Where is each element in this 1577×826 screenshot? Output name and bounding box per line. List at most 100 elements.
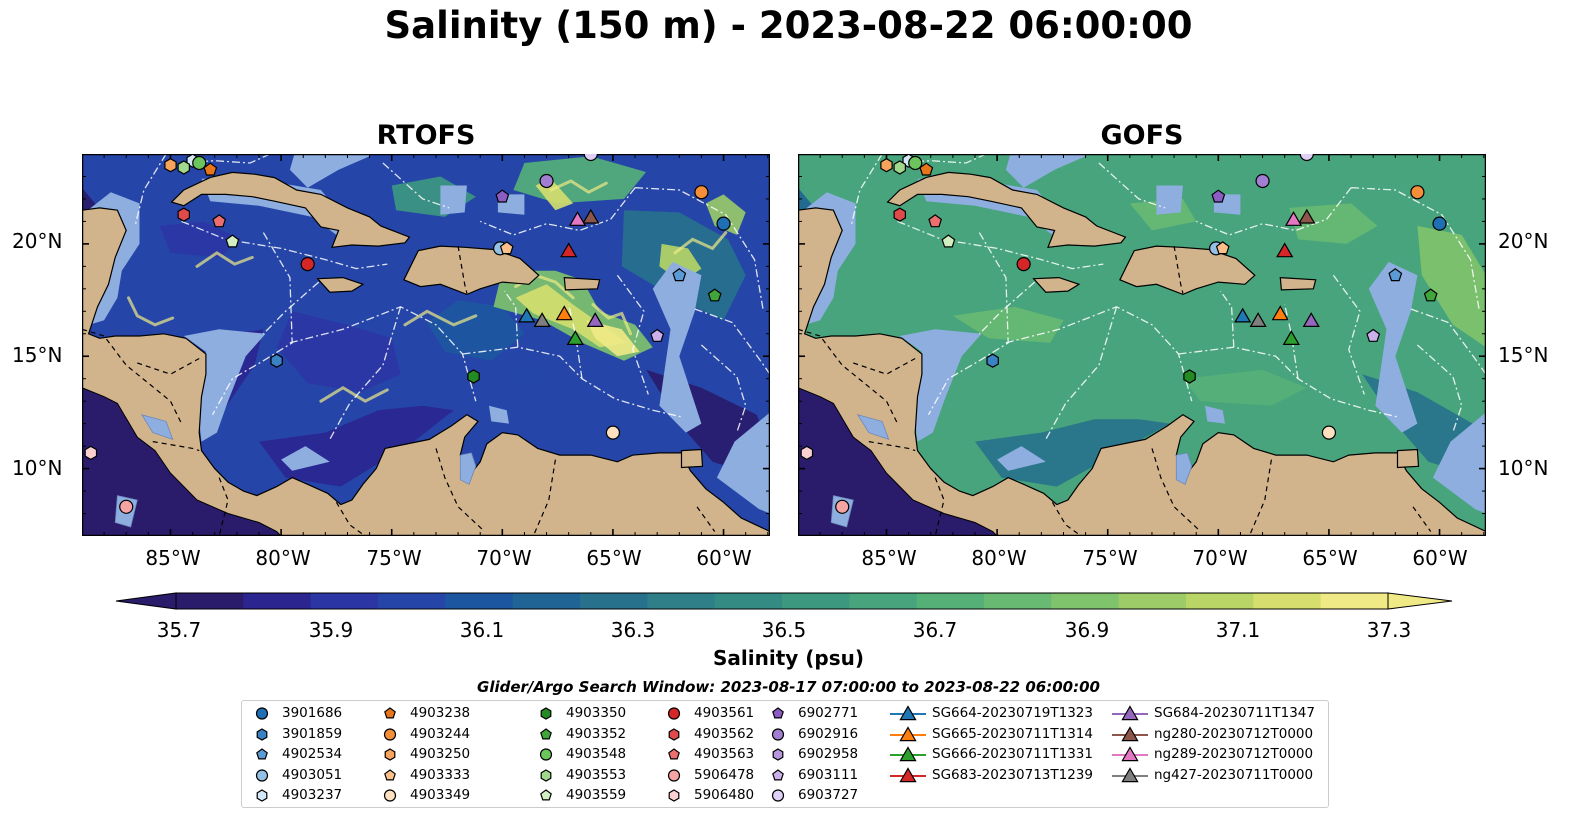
marker-3901859 (986, 353, 999, 368)
colorbar-tick: 36.7 (912, 618, 958, 642)
legend-marker (256, 727, 268, 741)
argo-marker-icon (540, 768, 552, 782)
marker-SG665-20230711T1314 (1271, 305, 1289, 321)
colorbar-tick: 36.5 (761, 618, 807, 642)
marker-SG665-20230711T1314 (555, 305, 573, 321)
marker-4903244 (1410, 185, 1425, 200)
argo-marker-icon (667, 707, 681, 720)
argo-marker-icon (771, 727, 785, 741)
glider-marker-icon (1112, 766, 1148, 782)
marker-4903548 (908, 155, 923, 171)
marker-4903333 (499, 241, 514, 255)
glider-marker-icon (890, 746, 926, 762)
legend-item-label: 4903333 (410, 766, 471, 783)
marker-SG684-20230711T1347 (586, 312, 604, 327)
colorbar (116, 592, 1452, 610)
legend-item-label: 4903237 (282, 787, 343, 803)
marker-4903563 (928, 214, 943, 228)
legend-marker (667, 768, 681, 782)
lon-label-65w-right: 65°W (1302, 546, 1358, 570)
legend-item-label: 4903561 (694, 705, 755, 721)
lat-label-10n-left: 10°N (12, 456, 63, 480)
marker-4903349 (605, 425, 621, 440)
marker-6902771 (1211, 189, 1226, 203)
legend-marker (539, 748, 553, 761)
marker-4903553 (177, 160, 191, 175)
legend-marker (772, 707, 784, 719)
legend-item-label: 4903349 (410, 787, 471, 803)
legend-item-label: 4903238 (410, 705, 471, 721)
marker-ng280-20230712T0000 (582, 208, 600, 224)
legend-marker (899, 725, 917, 741)
legend-item-label: 6902771 (798, 705, 859, 721)
legend-marker (255, 768, 269, 782)
legend-item-label: 6903111 (798, 766, 859, 783)
legend-item-label: 4903548 (566, 746, 627, 762)
argo-marker-icon (540, 707, 552, 720)
marker-ng427-20230711T0000 (1249, 312, 1267, 327)
legend-item-label: 4903562 (694, 725, 755, 742)
legend-marker (667, 707, 681, 720)
legend-marker (771, 789, 785, 802)
colorbar-tick: 37.1 (1215, 618, 1261, 642)
marker-4903333 (1215, 241, 1230, 255)
marker-SG666-20230711T1331 (566, 330, 584, 345)
legend-item-label: SG665-20230711T1314 (932, 725, 1093, 742)
argo-marker-icon (771, 789, 785, 802)
legend-item-label: 3901859 (282, 725, 343, 742)
lat-label-20n-left: 20°N (12, 229, 63, 253)
colorbar-tick: 37.3 (1366, 618, 1412, 642)
legend-item-label: 3901686 (282, 705, 343, 721)
legend-item-label: 6902958 (798, 746, 859, 762)
legend-item-label: SG666-20230711T1331 (932, 746, 1093, 762)
legend-marker (668, 789, 680, 802)
argo-marker-icon (384, 768, 396, 780)
legend-item-label: 6903727 (798, 787, 859, 803)
legend-marker (899, 766, 917, 782)
marker-4903352 (707, 288, 722, 302)
argo-marker-icon (256, 748, 268, 760)
marker-6903727 (1299, 154, 1314, 162)
colorbar-label: Salinity (psu) (712, 646, 864, 670)
argo-marker-icon (540, 727, 552, 739)
legend-marker (1121, 746, 1139, 762)
marker-4902534 (1388, 268, 1403, 282)
legend-marker (383, 789, 397, 802)
marker-5906478 (119, 499, 134, 514)
legend-item-label: 4903350 (566, 705, 627, 721)
legend-marker (1121, 705, 1139, 721)
marker-4903561 (300, 257, 315, 272)
argo-marker-icon (540, 789, 552, 801)
lon-label-60w-left: 60°W (696, 546, 752, 570)
argo-marker-icon (772, 768, 784, 780)
marker-3901686 (1432, 216, 1447, 231)
legend-marker (540, 707, 552, 720)
glider-marker-icon (1112, 746, 1148, 762)
legend-marker (383, 727, 397, 741)
legend-marker (772, 748, 784, 761)
argo-marker-icon (668, 727, 680, 741)
lon-label-75w-left: 75°W (366, 546, 422, 570)
legend-marker (668, 748, 680, 760)
legend-marker (256, 789, 268, 802)
legend-item-label: 4903244 (410, 725, 471, 742)
marker-4903350 (467, 369, 480, 384)
marker-5906480 (800, 445, 814, 461)
argo-marker-icon (668, 789, 680, 802)
lat-label-20n-right: 20°N (1498, 229, 1549, 253)
marker-4903559 (941, 234, 956, 248)
marker-6902916 (1255, 173, 1270, 189)
marker-6903727 (583, 154, 598, 162)
argo-marker-icon (772, 748, 784, 761)
lon-label-65w-left: 65°W (586, 546, 642, 570)
legend-item-label: 4903559 (566, 787, 627, 803)
lon-label-85w-left: 85°W (145, 546, 201, 570)
marker-3901859 (270, 353, 283, 368)
marker-SG664-20230719T1323 (1234, 307, 1252, 323)
marker-ng427-20230711T0000 (533, 312, 551, 327)
legend: 3901686 3901859 4902534 4903051 4903237 49032… (241, 700, 1329, 808)
rtofs-map (82, 154, 770, 536)
legend-item-label: 4903563 (694, 746, 755, 762)
marker-4902534 (672, 268, 687, 282)
marker-SG684-20230711T1347 (1302, 312, 1320, 327)
